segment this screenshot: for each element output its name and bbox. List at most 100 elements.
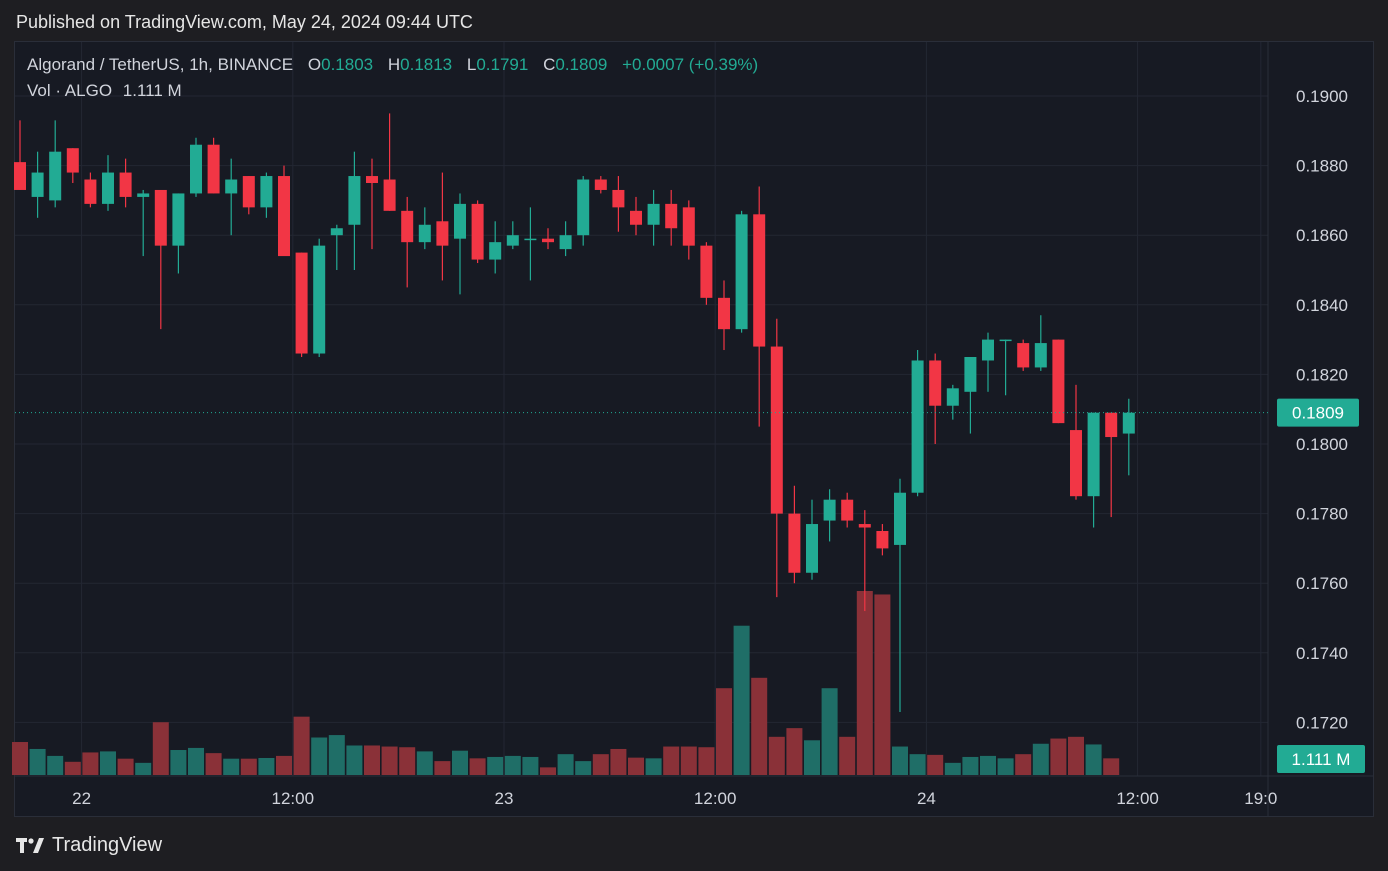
y-tick-label: 0.1840 <box>1296 296 1348 315</box>
candle-body <box>894 492 906 545</box>
candle-body <box>260 176 273 208</box>
volume-bar <box>504 755 521 775</box>
volume-bar <box>258 757 275 775</box>
volume-bar <box>997 758 1014 775</box>
volume-bar <box>223 758 240 775</box>
candle-body <box>1122 412 1135 434</box>
volume-bar <box>874 594 891 775</box>
volume-bar <box>188 747 204 775</box>
x-tick-label: 19:0 <box>1244 789 1277 808</box>
y-tick-label: 0.1880 <box>1296 157 1348 176</box>
volume-bar <box>12 742 28 775</box>
candle-body <box>999 339 1012 342</box>
last-volume-badge <box>1277 745 1365 773</box>
candle-body <box>401 210 414 243</box>
x-tick-label: 12:00 <box>272 789 315 808</box>
volume-bar <box>892 746 908 775</box>
candle-body <box>665 203 678 229</box>
y-tick-label: 0.1780 <box>1296 505 1348 524</box>
low-label: L <box>466 55 477 74</box>
candle-body <box>594 179 607 190</box>
volume-bar <box>1032 743 1049 775</box>
x-tick-label: 12:00 <box>694 789 737 808</box>
y-tick-label: 0.1900 <box>1296 87 1348 106</box>
volume-bar <box>416 751 433 775</box>
candle-body <box>84 179 97 204</box>
candle-body <box>489 242 502 260</box>
volume-bar <box>768 736 785 775</box>
candle-body <box>225 179 238 194</box>
volume-bar <box>381 746 398 775</box>
volume-bar <box>944 762 961 775</box>
volume-bar <box>311 737 328 775</box>
volume-bar <box>152 722 169 775</box>
candle-body <box>330 228 343 236</box>
candle-body <box>190 144 202 194</box>
close-label: C <box>543 55 556 74</box>
candle-body <box>559 235 572 250</box>
candle-body <box>1087 412 1100 497</box>
candle-body <box>718 297 730 330</box>
candle-body <box>313 245 326 354</box>
volume-bar <box>962 756 979 775</box>
chart-panel[interactable] <box>14 41 1374 817</box>
volume-bar <box>856 591 873 775</box>
candle-body <box>823 499 836 521</box>
volume-bar <box>1085 744 1102 775</box>
volume-bar <box>839 736 856 775</box>
volume-bar <box>786 728 803 775</box>
y-tick-label: 0.1860 <box>1296 226 1348 245</box>
volume-bar <box>487 756 504 775</box>
candle-body <box>1034 343 1047 368</box>
last-volume-label: 1.111 M <box>1292 750 1351 769</box>
tradingview-logo[interactable]: TradingView <box>16 834 162 857</box>
candle-body <box>577 179 590 236</box>
candle-body <box>242 176 255 208</box>
candle-body <box>278 176 290 257</box>
volume-bar <box>645 758 662 775</box>
candle-body <box>102 172 114 204</box>
ohlc-legend: Algorand / TetherUS, 1h, BINANCE O0.1803… <box>27 55 758 75</box>
candle-body <box>348 176 361 225</box>
volume-bar <box>276 755 292 775</box>
candle-body <box>788 513 801 573</box>
volume-bar <box>29 748 46 775</box>
volume-bar <box>399 747 416 775</box>
change-value: +0.0007 (+0.39%) <box>622 55 759 74</box>
y-tick-label: 0.1800 <box>1296 435 1348 454</box>
volume-bar <box>698 747 715 775</box>
candle-body <box>735 214 748 330</box>
volume-bar <box>927 754 944 775</box>
candle-body <box>66 148 79 173</box>
volume-bar <box>82 752 99 775</box>
close-value: 0.1809 <box>555 55 608 74</box>
volume-bar <box>575 761 592 775</box>
low-value: 0.1791 <box>476 55 529 74</box>
volume-bar <box>117 758 134 775</box>
volume-bar <box>135 762 152 775</box>
candle-body <box>612 189 625 208</box>
candle-body <box>172 193 185 246</box>
y-tick-label: 0.1760 <box>1296 574 1348 593</box>
candle-body <box>137 193 150 197</box>
candle-body <box>119 172 132 197</box>
candle-body <box>946 388 959 406</box>
candle-body <box>14 162 26 190</box>
volume-bar <box>346 745 363 775</box>
candle-body <box>929 360 942 406</box>
volume-bar <box>1050 738 1067 775</box>
candle-body <box>700 245 713 298</box>
x-tick-label: 24 <box>917 789 936 808</box>
candle-body <box>858 524 871 528</box>
candle-body <box>1070 430 1082 497</box>
candle-body <box>1017 343 1030 368</box>
last-price-label: 0.1809 <box>1292 404 1344 423</box>
volume-bar <box>522 756 539 775</box>
candle-body <box>207 144 220 194</box>
published-caption: Published on TradingView.com, May 24, 20… <box>16 12 473 32</box>
candle-body <box>383 179 396 211</box>
volume-bar <box>980 755 996 775</box>
open-value: 0.1803 <box>321 55 374 74</box>
volume-bar <box>557 754 574 775</box>
